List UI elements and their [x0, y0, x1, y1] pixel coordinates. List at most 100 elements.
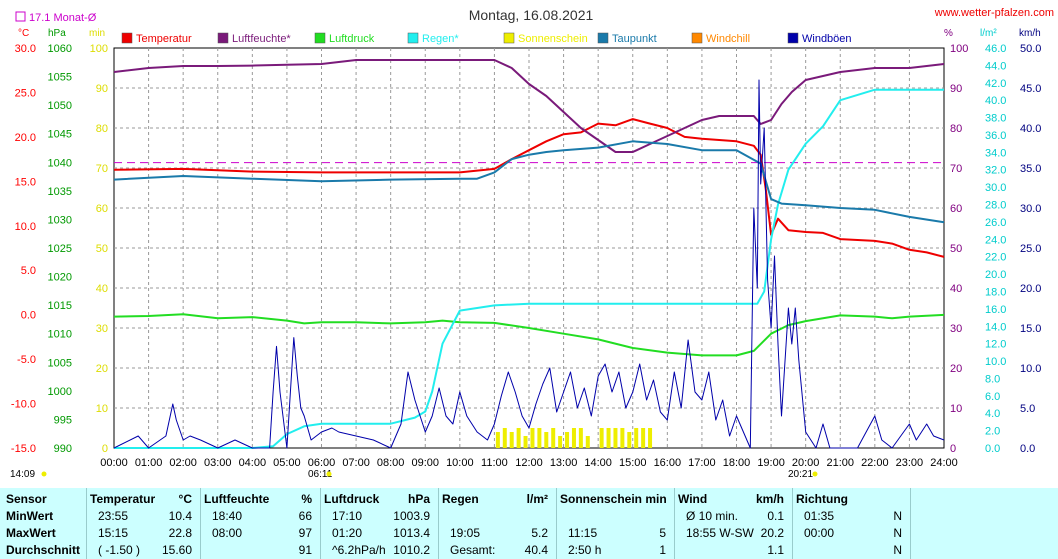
table-cell-value: 22.8 — [168, 526, 192, 540]
table-cell-time: 08:00 — [212, 526, 243, 540]
tick-label-wind: 20.0 — [1020, 283, 1041, 295]
tick-label-time: 18:00 — [723, 457, 751, 469]
plot-grid — [113, 47, 945, 449]
tick-label-temp: 0.0 — [21, 310, 36, 322]
tick-label-rain: 42.0 — [985, 78, 1006, 90]
sunshine-bar — [585, 436, 590, 448]
tick-label-temp: -15.0 — [11, 443, 36, 455]
tick-label-pressure: 1050 — [48, 100, 72, 112]
tick-label-sun: 40 — [96, 283, 108, 295]
legend-swatch — [503, 32, 515, 44]
table-cell-value: 5.2 — [531, 526, 548, 540]
tick-label-sun: 100 — [90, 43, 108, 55]
tick-label-time: 21:00 — [826, 457, 854, 469]
sunshine-bar — [516, 428, 521, 448]
table-header-label: Wind — [678, 492, 708, 506]
tick-label-time: 00:00 — [100, 457, 128, 469]
tick-label-rain: 44.0 — [985, 60, 1006, 72]
sunshine-bar — [641, 428, 646, 448]
sunshine-bar — [571, 428, 576, 448]
tick-label-pressure: 1060 — [48, 43, 72, 55]
chart-title: Montag, 16.08.2021 — [469, 7, 594, 23]
tick-label-rain: 10.0 — [985, 356, 1006, 368]
unit-lm2: l/m² — [980, 28, 997, 39]
series-line-luftdruck — [113, 313, 945, 357]
tick-label-humidity: 90 — [950, 83, 962, 95]
legend-swatch — [787, 32, 799, 44]
legend-swatch — [314, 32, 326, 44]
legend-label: Luftfeuchte* — [232, 33, 291, 45]
tick-label-rain: 6.0 — [985, 391, 1000, 403]
tick-label-temp: 20.0 — [15, 132, 36, 144]
tick-label-pressure: 1030 — [48, 214, 72, 226]
tick-label-sun: 20 — [96, 363, 108, 375]
table-header-unit: km/h — [755, 492, 784, 506]
legend-label: Temperatur — [136, 33, 192, 45]
table-cell-time: ( -1.50 ) — [98, 543, 141, 557]
table-column — [674, 488, 793, 559]
tick-label-pressure: 1025 — [48, 243, 72, 255]
table-header-unit: hPa — [407, 492, 430, 506]
tick-label-time: 03:00 — [204, 457, 232, 469]
update-time-icon — [41, 471, 47, 477]
legend-label: Windchill — [706, 33, 750, 45]
tick-label-pressure: 1035 — [48, 186, 72, 198]
tick-label-pressure: 1005 — [48, 357, 72, 369]
tick-label-time: 10:00 — [446, 457, 474, 469]
sunset-icon — [812, 471, 818, 477]
tick-label-rain: 28.0 — [985, 200, 1006, 212]
table-header-label: Sensor — [6, 492, 47, 506]
tick-label-pressure: 1045 — [48, 129, 72, 141]
tick-label-time: 11:00 — [481, 457, 508, 469]
tick-label-time: 12:00 — [515, 457, 543, 469]
table-column — [86, 488, 201, 559]
legend-label: Luftdruck — [329, 33, 375, 45]
tick-label-sun: 50 — [96, 243, 108, 255]
table-header-label: Luftfeuchte — [204, 492, 270, 506]
tick-label-wind: 30.0 — [1020, 203, 1041, 215]
sunrise-icon — [326, 471, 332, 477]
tick-label-rain: 34.0 — [985, 147, 1006, 159]
tick-label-humidity: 0 — [950, 443, 956, 455]
tick-label-time: 13:00 — [550, 457, 578, 469]
series-line-regen — [114, 88, 944, 449]
legend-swatch — [407, 32, 419, 44]
chart-legend: Temperatur Luftfeuchte* Luftdruck Regen* Son… — [121, 32, 852, 45]
sunshine-bar — [648, 428, 653, 448]
tick-label-humidity: 50 — [950, 243, 962, 255]
tick-label-time: 05:00 — [273, 457, 301, 469]
tick-label-temp: 25.0 — [15, 87, 36, 99]
weather-chart: Montag, 16.08.2021 www.wetter-pfalzen.co… — [10, 7, 1054, 480]
site-link[interactable]: www.wetter-pfalzen.com — [934, 7, 1054, 19]
table-header-label: Sonnenschein min — [560, 492, 667, 506]
tick-label-time: 06:00 — [308, 457, 336, 469]
table-cell-value: 0.1 — [767, 509, 784, 523]
sunshine-bar — [558, 436, 563, 448]
legend-swatch — [217, 32, 229, 44]
unit-hpa: hPa — [48, 28, 66, 39]
table-cell-value: 40.4 — [524, 543, 548, 557]
table-cell-value: 15.60 — [161, 543, 192, 557]
table-cell-value: 66 — [298, 509, 312, 523]
table-column — [556, 488, 675, 559]
sunshine-bar — [634, 428, 639, 448]
tick-label-wind: 40.0 — [1020, 123, 1041, 135]
table-header-label: Temperatur — [90, 492, 156, 506]
tick-label-time: 08:00 — [377, 457, 405, 469]
tick-label-temp: 10.0 — [15, 221, 36, 233]
legend-label: Taupunkt — [612, 33, 657, 45]
sunshine-bar — [620, 428, 625, 448]
legend-swatch — [597, 32, 609, 44]
tick-label-wind: 15.0 — [1020, 323, 1041, 335]
axis-labels: 30.0 25.0 20.0 15.0 10.0 5.0 0.0 -5.0 -10.0 -15.0… — [11, 43, 1042, 469]
tick-label-temp: 30.0 — [15, 43, 36, 55]
table-cell-time: 00:00 — [804, 526, 835, 540]
table-cell-time: 01:20 — [332, 526, 363, 540]
series-lines — [113, 59, 945, 449]
tick-label-wind: 35.0 — [1020, 163, 1041, 175]
tick-label-time: 23:00 — [896, 457, 924, 469]
table-cell-time: 19:05 — [450, 526, 481, 540]
table-cell-value: 1013.4 — [393, 526, 430, 540]
tick-label-time: 22:00 — [861, 457, 889, 469]
tick-label-time: 07:00 — [342, 457, 370, 469]
